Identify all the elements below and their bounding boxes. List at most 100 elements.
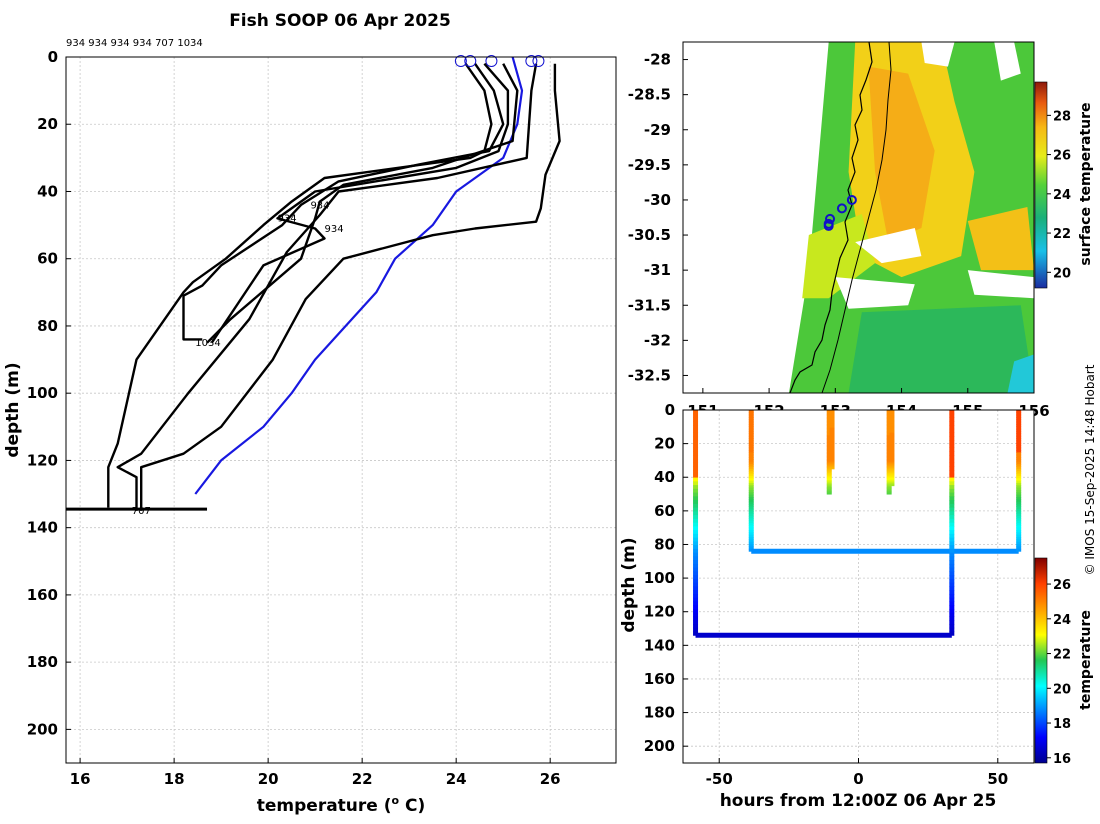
surface-marker [454, 55, 467, 68]
imos-credit: © IMOS 15-Sep-2025 14:48 Hobart [1083, 364, 1097, 575]
sst-colorbar-tick-label: 22 [1053, 227, 1071, 242]
sst-map-content [683, 42, 1034, 393]
sst-colorbar-tick-label: 24 [1053, 188, 1071, 203]
temperature-colorbar-tick-label: 20 [1053, 682, 1071, 697]
drop-id-labels: 934 934 934 934 707 1034 [66, 38, 203, 49]
sst-region-4 [802, 213, 876, 299]
profile-line-1034 [139, 63, 561, 511]
profile-y-tick-label: 140 [27, 519, 58, 537]
profile-y-tick-label: 0 [48, 48, 58, 66]
time-depth-panel: -50 0 50 0 20 40 60 80 100 120 140 160 180 200 16 18 20… [619, 401, 1094, 811]
sst-region-2 [868, 66, 935, 243]
station-marker-1 [836, 203, 847, 214]
profile-annotation-2: 934 [325, 224, 344, 235]
profile-frame [65, 56, 617, 764]
map-y-tick-label: -29 [644, 121, 671, 139]
map-y-tick-label: -31 [644, 261, 671, 279]
map-y-tick-label: -31.5 [628, 296, 671, 314]
time-depth-x-tick-label: 0 [853, 770, 863, 788]
profile-line-934-a [107, 63, 493, 508]
profile-x-tick-label: 24 [446, 770, 467, 788]
temperature-colorbar-tick-label: 22 [1053, 648, 1071, 663]
profile-y-tick-label: 120 [27, 451, 58, 469]
profile-plot-area [66, 57, 616, 763]
sst-colorbar-tick-label: 26 [1053, 149, 1071, 164]
profile-annotation-0: 934 [278, 214, 297, 225]
profile-y-tick-label: 100 [27, 384, 58, 402]
sst-colorbar-tick-label: 20 [1053, 266, 1071, 281]
time-depth-track-group [693, 410, 1022, 638]
map-y-tick-label: -28.5 [628, 86, 671, 104]
profile-y-tick-label: 160 [27, 586, 58, 604]
profile-line-707 [116, 63, 538, 511]
profile-y-tick-label: 180 [27, 653, 58, 671]
profile-y-tick-label: 200 [27, 720, 58, 738]
profile-xlabel-head: temperature ( [257, 796, 392, 816]
profile-y-axis-title: depth (m) [3, 362, 23, 457]
temperature-colorbar [1034, 557, 1048, 764]
profile-xlabel-tail: C) [399, 796, 425, 816]
time-depth-y-tick-label: 40 [654, 468, 675, 486]
profile-x-tick-label: 20 [258, 770, 279, 788]
time-depth-y-tick-label: 60 [654, 502, 675, 520]
station-marker-4 [823, 220, 834, 231]
profile-annotation-1: 934 [310, 200, 329, 211]
sst-region-5 [848, 305, 1034, 393]
surface-marker [525, 55, 538, 68]
time-depth-tick-group: -50 0 50 0 20 40 60 80 100 120 140 160 180 200 [644, 401, 1009, 788]
sst-colorbar-tick-label: 28 [1053, 109, 1071, 124]
time-depth-x-axis-title: hours from 12:00Z 06 Apr 25 [720, 791, 997, 811]
profile-tick-group: 16 18 20 22 24 26 0 20 40 60 80 100 120 140 160 180 200 [27, 48, 561, 788]
sst-region-8 [835, 277, 915, 309]
profile-annotation-3: 1034 [195, 338, 220, 349]
surface-marker [464, 55, 477, 68]
profile-line-climatology [194, 57, 524, 495]
time-depth-y-tick-label: 160 [644, 670, 675, 688]
map-y-tick-label: -30 [644, 191, 671, 209]
sst-colorbar [1034, 81, 1048, 289]
time-depth-y-axis-title: depth (m) [619, 537, 639, 632]
time-depth-y-tick-label: 180 [644, 704, 675, 722]
sst-region-3 [967, 206, 1034, 271]
isobath-contour [821, 42, 892, 393]
profile-series-group [66, 57, 561, 511]
time-depth-y-tick-label: 20 [654, 435, 675, 453]
station-marker-0 [846, 194, 857, 205]
profile-y-tick-label: 40 [37, 182, 58, 200]
map-y-tick-label: -29.5 [628, 156, 671, 174]
figure-title: Fish SOOP 06 Apr 2025 [229, 11, 451, 31]
surface-marker [485, 55, 498, 68]
map-frame [682, 41, 1035, 394]
sst-map-panel: -28 -28.5 -29 -29.5 -30 -30.5 -31 -31.5 -32 -32.5… [628, 41, 1094, 420]
time-depth-x-tick-label: 50 [987, 770, 1008, 788]
temperature-colorbar-ticks: 16 18 20 22 24 26 [1047, 578, 1071, 767]
time-depth-y-tick-label: 80 [654, 535, 675, 553]
map-y-tick-label: -32.5 [628, 366, 671, 384]
profile-y-tick-label: 80 [37, 317, 58, 335]
time-depth-y-tick-label: 100 [644, 569, 675, 587]
sst-colorbar-ticks: 20 22 24 26 28 [1047, 109, 1071, 281]
temperature-colorbar-tick-label: 16 [1053, 752, 1071, 767]
sst-region-7 [855, 228, 922, 264]
surface-marker [532, 55, 545, 68]
profile-annotation-group: 934 934 934 1034 707 [132, 200, 344, 517]
profile-xlabel-sup: o [392, 794, 400, 807]
sst-region-10 [994, 42, 1021, 81]
temperature-colorbar-tick-label: 18 [1053, 717, 1071, 732]
temperature-colorbar-tick-label: 24 [1053, 613, 1071, 628]
coastline [789, 42, 873, 393]
profile-x-tick-label: 22 [352, 770, 373, 788]
sst-colorbar-label: surface temperature [1078, 102, 1094, 265]
time-depth-y-tick-label: 140 [644, 636, 675, 654]
map-y-tick-label: -32 [644, 331, 671, 349]
profile-line-934-b [182, 63, 505, 341]
time-depth-y-tick-label: 200 [644, 737, 675, 755]
profile-panel: 934 934 934 1034 707 16 18 20 22 24 26 0 20 40 60 80 10… [3, 38, 617, 816]
temperature-colorbar-label: temperature [1078, 610, 1094, 710]
surface-marker-group [454, 55, 545, 68]
sst-region-6 [1007, 354, 1034, 393]
profile-annotation-4: 707 [132, 506, 151, 517]
time-depth-x-tick-label: -50 [706, 770, 733, 788]
